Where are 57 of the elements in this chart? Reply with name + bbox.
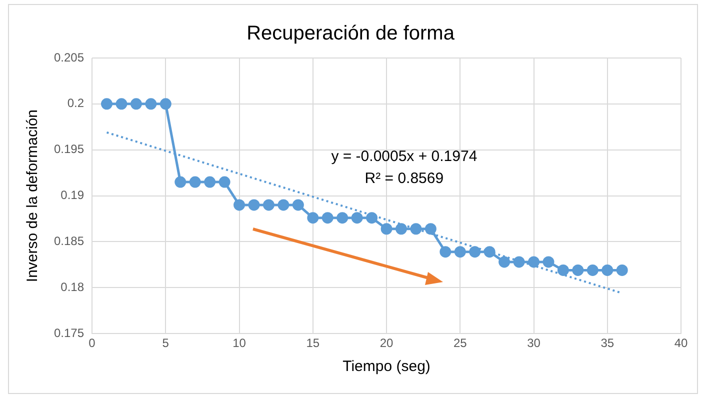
x-tick-label: 40 [674,336,688,350]
x-tick-label: 20 [380,336,394,350]
y-tick-label: 0.18 [60,280,84,294]
point [322,212,334,224]
annotation: y = -0.0005x + 0.1974 [331,148,478,165]
point [484,246,496,258]
point [116,98,128,110]
point [248,199,260,211]
point [498,256,510,268]
x-axis-title: Tiempo (seg) [342,358,430,376]
point [351,212,363,224]
x-tick-label: 30 [527,336,541,350]
y-tick-label: 0.2 [67,96,84,110]
point [204,176,216,188]
point [557,264,569,276]
y-axis-title: Inverso de la deformación [24,109,42,282]
x-tick-label: 0 [88,336,96,350]
y-tick-label: 0.205 [54,50,84,64]
point [160,98,172,110]
chart-title: Recuperación de forma [246,22,456,45]
point [336,212,348,224]
point [528,256,540,268]
point [602,264,614,276]
point [234,199,246,211]
annotation: R² = 0.8569 [364,170,444,187]
point [366,212,378,224]
x-tick-label: 35 [600,336,614,350]
point [292,199,304,211]
point [395,223,407,235]
point [469,246,481,258]
y-tick-label: 0.185 [54,234,84,248]
point [410,223,422,235]
point [174,176,186,188]
x-tick-label: 10 [232,336,246,350]
point [189,176,201,188]
point [513,256,525,268]
y-tick-label: 0.195 [54,142,84,156]
point [130,98,142,110]
y-tick-label: 0.19 [60,188,84,202]
x-tick-label: 25 [453,336,468,350]
point [145,98,157,110]
point [440,246,452,258]
x-tick-label: 5 [162,336,170,350]
point [616,264,628,276]
point [278,199,290,211]
point [101,98,113,110]
x-tick-label: 15 [306,336,320,350]
point [542,256,554,268]
point [454,246,466,258]
point [380,223,392,235]
point [586,264,598,276]
point [218,176,230,188]
point [262,199,274,211]
y-tick-label: 0.175 [54,326,84,340]
point [424,223,436,235]
point [307,212,319,224]
point [572,264,584,276]
